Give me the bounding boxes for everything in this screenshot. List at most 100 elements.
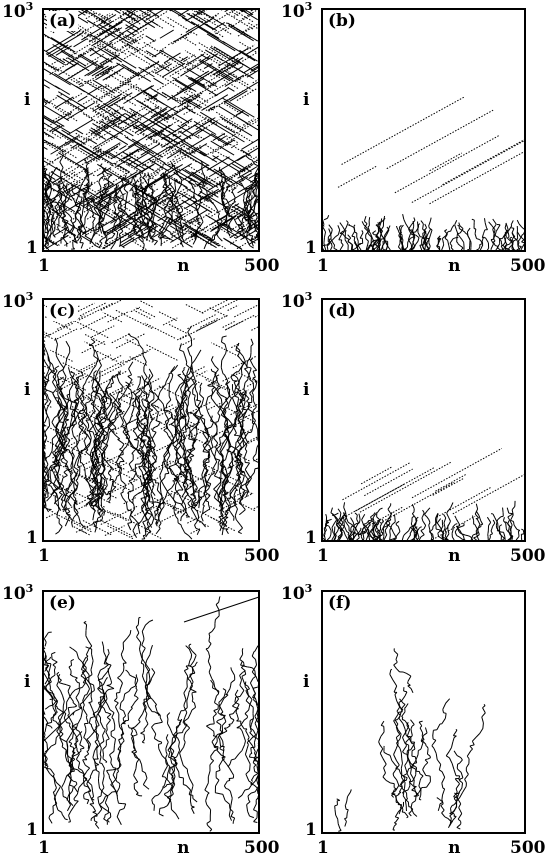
trajectory-segment bbox=[105, 405, 110, 412]
trajectory-segment bbox=[46, 207, 52, 215]
trajectory-segment bbox=[107, 92, 133, 108]
trajectory-segment bbox=[142, 187, 147, 191]
trajectory-segment bbox=[80, 10, 88, 14]
trajectory-segment bbox=[345, 222, 349, 228]
trajectory-segment bbox=[189, 367, 193, 369]
trajectory-segment bbox=[44, 209, 46, 212]
trajectory-segment bbox=[141, 397, 144, 401]
trajectory-segment bbox=[181, 448, 186, 451]
trajectory-segment bbox=[89, 437, 92, 443]
trajectory-segment bbox=[71, 516, 75, 523]
trajectory-segment bbox=[219, 116, 253, 137]
trajectory-segment bbox=[146, 398, 150, 404]
trajectory-segment bbox=[113, 196, 117, 200]
trajectory-segment bbox=[444, 233, 448, 239]
trajectory-segment bbox=[107, 470, 110, 474]
trajectory-segment bbox=[99, 222, 103, 225]
trajectory-segment bbox=[174, 179, 176, 183]
trajectory-segment bbox=[180, 381, 186, 389]
trajectory-segment bbox=[516, 231, 521, 238]
trajectory-segment bbox=[95, 503, 98, 506]
trajectory-segment bbox=[136, 424, 140, 430]
trajectory-segment bbox=[85, 197, 89, 201]
trajectory-segment bbox=[428, 225, 430, 229]
trajectory-segment bbox=[150, 106, 168, 118]
trajectory-segment bbox=[257, 182, 258, 186]
trajectory-segment bbox=[120, 493, 124, 498]
trajectory-segment bbox=[402, 214, 405, 220]
trajectory-segment bbox=[428, 246, 431, 250]
trajectory-segment bbox=[145, 457, 148, 461]
trajectory-segment bbox=[108, 422, 114, 428]
trajectory-segment bbox=[120, 491, 124, 494]
trajectory-segment bbox=[67, 367, 71, 375]
trajectory-segment bbox=[221, 341, 226, 345]
trajectory-segment bbox=[67, 497, 71, 502]
trajectory-segment bbox=[122, 487, 126, 491]
trajectory-segment bbox=[199, 387, 202, 395]
trajectory-segment bbox=[227, 231, 231, 237]
trajectory-segment bbox=[132, 477, 135, 480]
trajectory-segment bbox=[129, 61, 160, 81]
trajectory-segment bbox=[125, 183, 130, 186]
trajectory-segment bbox=[179, 408, 183, 411]
trajectory-segment bbox=[122, 410, 128, 418]
trajectory-segment bbox=[399, 224, 402, 228]
trajectory-segment bbox=[100, 517, 104, 522]
trajectory-segment bbox=[46, 202, 49, 206]
trajectory-segment bbox=[103, 388, 107, 396]
trajectory-segment bbox=[251, 238, 255, 241]
trajectory-segment bbox=[54, 368, 58, 372]
trajectory-segment bbox=[139, 440, 143, 447]
trajectory-segment bbox=[247, 226, 252, 233]
trajectory-segment bbox=[224, 206, 227, 212]
trajectory-segment bbox=[211, 386, 216, 391]
trajectory-segment bbox=[151, 195, 156, 201]
trajectory-segment bbox=[211, 398, 217, 405]
trajectory-segment bbox=[455, 229, 459, 235]
trajectory-segment bbox=[171, 210, 173, 213]
trajectory-segment bbox=[147, 520, 153, 528]
trajectory-segment bbox=[69, 232, 73, 235]
trajectory-segment bbox=[120, 395, 123, 398]
trajectory-segment bbox=[242, 217, 246, 219]
trajectory-segment bbox=[157, 195, 161, 201]
trajectory-segment bbox=[227, 86, 235, 92]
trajectory-segment bbox=[49, 203, 54, 207]
trajectory-segment bbox=[182, 94, 194, 103]
trajectory-segment bbox=[160, 236, 173, 245]
trajectory-segment bbox=[142, 475, 146, 484]
trajectory-segment bbox=[223, 81, 258, 103]
trajectory-segment bbox=[184, 458, 189, 461]
trajectory-segment bbox=[186, 448, 191, 451]
trajectory-segment bbox=[166, 432, 169, 436]
trajectory-segment bbox=[127, 374, 132, 377]
trajectory-segment bbox=[495, 229, 498, 232]
trajectory-segment bbox=[181, 237, 186, 242]
trajectory-segment bbox=[63, 468, 69, 473]
trajectory-segment bbox=[223, 218, 227, 226]
trajectory-segment bbox=[137, 340, 140, 345]
trajectory-segment bbox=[125, 153, 159, 174]
trajectory-segment bbox=[192, 393, 196, 396]
trajectory-segment bbox=[245, 230, 250, 234]
trajectory-segment bbox=[122, 208, 127, 213]
trajectory-segment bbox=[143, 390, 147, 394]
trajectory-segment bbox=[134, 221, 140, 228]
trajectory-segment bbox=[158, 214, 173, 223]
trajectory-segment bbox=[250, 10, 254, 12]
trajectory-segment bbox=[125, 10, 146, 22]
trajectory-segment bbox=[218, 407, 223, 411]
trajectory-segment bbox=[323, 226, 326, 233]
trajectory-segment bbox=[205, 461, 210, 464]
trajectory-segment bbox=[149, 186, 152, 190]
trajectory-segment bbox=[220, 367, 224, 374]
trajectory-segment bbox=[236, 216, 242, 223]
trajectory-segment bbox=[213, 168, 243, 187]
trajectory-segment bbox=[86, 207, 89, 213]
trajectory-segment bbox=[171, 202, 174, 208]
trajectory-segment bbox=[58, 492, 63, 495]
trajectory-segment bbox=[80, 398, 85, 404]
trajectory-segment bbox=[109, 196, 112, 202]
trajectory-segment bbox=[58, 135, 79, 149]
